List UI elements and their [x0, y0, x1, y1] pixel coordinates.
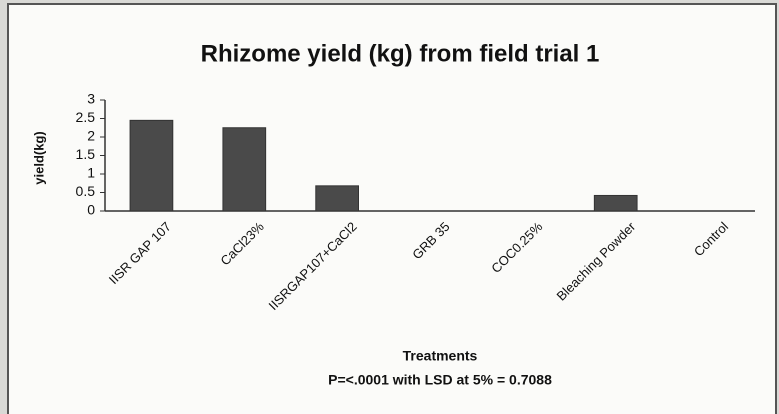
y-tick-label: 1.5 [76, 146, 96, 162]
bar [315, 185, 359, 212]
bar [222, 127, 267, 212]
annotation: P=<.0001 with LSD at 5% = 0.7088 [328, 372, 552, 388]
y-tick-label: 0.5 [76, 183, 96, 199]
y-tick-label: 2 [87, 128, 95, 144]
y-tick-label: 2.5 [76, 109, 96, 125]
bar [593, 194, 638, 212]
bar [129, 119, 174, 212]
x-axis-label: Treatments [403, 348, 478, 364]
y-tick-label: 0 [87, 202, 95, 218]
y-axis-label: yield(kg) [31, 131, 46, 184]
y-tick-label: 3 [87, 91, 95, 107]
y-tick-label: 1 [87, 165, 95, 181]
chart-title: Rhizome yield (kg) from field trial 1 [201, 40, 600, 67]
